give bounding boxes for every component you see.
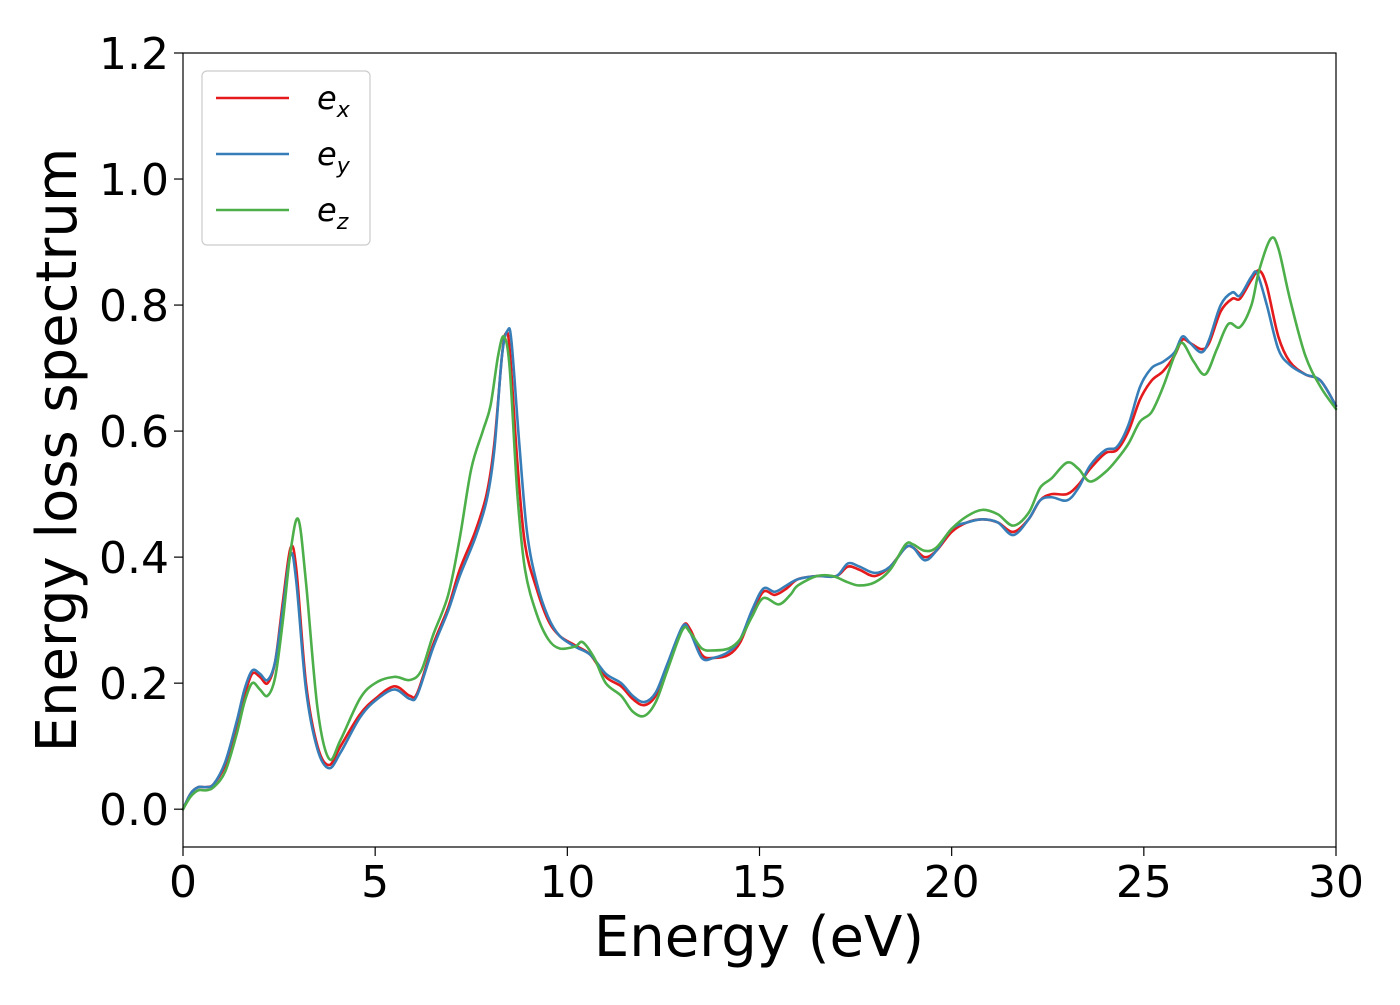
x-tick-label: 25	[1116, 857, 1172, 908]
series-layer	[181, 236, 1338, 811]
x-axis-title: Energy (eV)	[594, 905, 924, 970]
y-tick-label: 0.0	[99, 785, 169, 836]
legend-label: ey	[317, 135, 351, 179]
y-tick-label: 0.6	[99, 407, 169, 458]
legend-label: ez	[317, 191, 349, 235]
x-tick-label: 20	[924, 857, 980, 908]
y-tick-label: 0.4	[99, 533, 169, 584]
y-tick-label: 1.2	[99, 29, 169, 80]
x-tick-label: 0	[169, 857, 197, 908]
y-tick-label: 0.8	[99, 281, 169, 332]
legend: ex ey ez	[201, 70, 371, 246]
series-line-e-x	[181, 269, 1338, 811]
y-axis-title: Energy loss spectrum	[25, 148, 90, 753]
y-axis: 0.0 0.2 0.4 0.6 0.8 1.0 1.2	[99, 29, 183, 836]
x-tick-label: 5	[361, 857, 389, 908]
series-line-e-y	[181, 270, 1338, 811]
y-tick-label: 1.0	[99, 155, 169, 206]
x-axis: 0 5 10 15 20 25 30	[169, 847, 1364, 908]
series-line-e-z	[181, 236, 1338, 811]
legend-label: ex	[317, 79, 351, 123]
legend-box	[201, 70, 371, 246]
x-tick-label: 30	[1308, 857, 1364, 908]
x-tick-label: 10	[539, 857, 595, 908]
y-tick-label: 0.2	[99, 659, 169, 710]
x-tick-label: 15	[732, 857, 788, 908]
